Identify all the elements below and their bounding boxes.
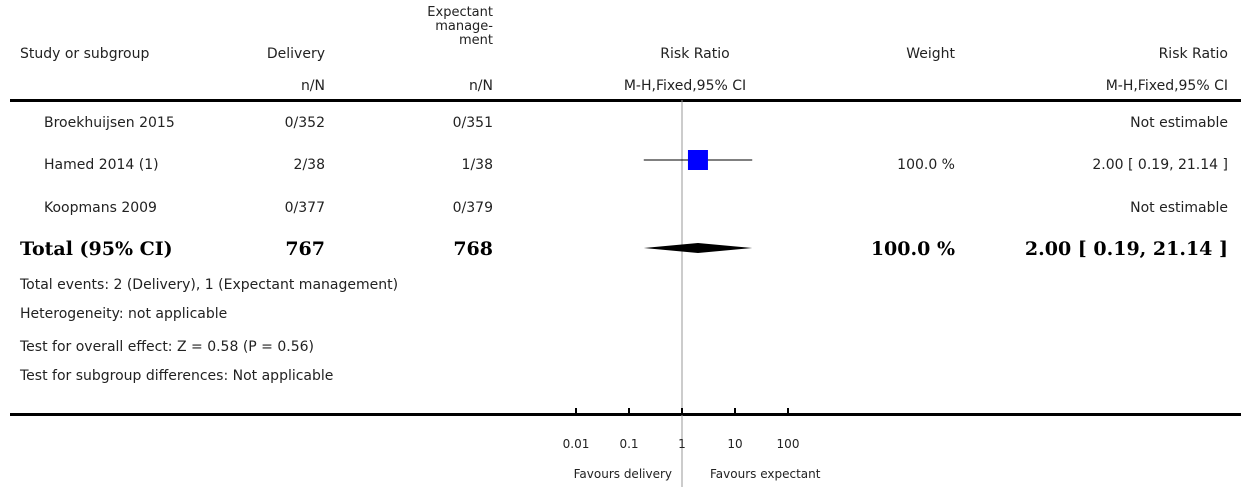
study-name: Koopmans 2009: [44, 200, 157, 216]
header-weight: Weight: [906, 46, 955, 62]
header-expectant-line1: Expectant: [427, 5, 493, 20]
total-expectant: 768: [453, 238, 493, 260]
header-study: Study or subgroup: [20, 46, 150, 62]
note-total-events: Total events: 2 (Delivery), 1 (Expectant…: [20, 277, 399, 293]
header-delivery: Delivery: [266, 46, 325, 62]
header-method-plot: M-H,Fixed,95% CI: [623, 78, 747, 94]
note-heterogeneity: Heterogeneity: not applicable: [20, 306, 228, 322]
tick-label: 0.1: [619, 437, 639, 451]
study-expectant: 0/379: [452, 200, 493, 216]
header-rule: [10, 99, 1241, 102]
total-effect: 2.00 [ 0.19, 21.14 ]: [1024, 238, 1228, 260]
study-delivery: 0/352: [284, 115, 325, 131]
header-risk-ratio-text: Risk Ratio: [1158, 46, 1228, 62]
header-nN-delivery: n/N: [300, 78, 325, 94]
study-marks: [643, 150, 753, 170]
header-expectant-line2: manage-: [435, 19, 493, 34]
favours-left-label: Favours delivery: [573, 467, 672, 481]
study-name: Broekhuijsen 2015: [44, 115, 175, 131]
study-name: Hamed 2014 (1): [44, 157, 159, 173]
study-weight: 100.0 %: [897, 157, 955, 173]
tick-label: 1: [678, 437, 686, 451]
note-subgroup-differences: Test for subgroup differences: Not appli…: [20, 368, 334, 384]
total-delivery: 767: [285, 238, 325, 260]
study-expectant: 0/351: [452, 115, 493, 131]
tick-label: 10: [727, 437, 743, 451]
study-marker: [687, 150, 708, 170]
header-nN-expectant: n/N: [468, 78, 493, 94]
tick-label: 0.01: [562, 437, 590, 451]
header-expectant-line3: ment: [459, 33, 493, 48]
header-risk-ratio-plot: Risk Ratio: [660, 46, 730, 62]
study-effect: 2.00 [ 0.19, 21.14 ]: [1092, 157, 1228, 173]
study-delivery: 0/377: [284, 200, 325, 216]
total-weight: 100.0 %: [870, 238, 955, 260]
axis-ticks: [575, 408, 789, 414]
total-diamond: [643, 243, 753, 253]
study-effect: Not estimable: [1130, 200, 1228, 216]
tick-label: 100: [776, 437, 800, 451]
study-delivery: 2/38: [293, 157, 325, 173]
favours-right-label: Favours expectant: [710, 467, 821, 481]
note-overall-effect: Test for overall effect: Z = 0.58 (P = 0…: [20, 339, 314, 355]
header-method-text: M-H,Fixed,95% CI: [1105, 78, 1228, 94]
total-label: Total (95% CI): [20, 238, 173, 260]
study-expectant: 1/38: [461, 157, 493, 173]
study-effect: Not estimable: [1130, 115, 1228, 131]
